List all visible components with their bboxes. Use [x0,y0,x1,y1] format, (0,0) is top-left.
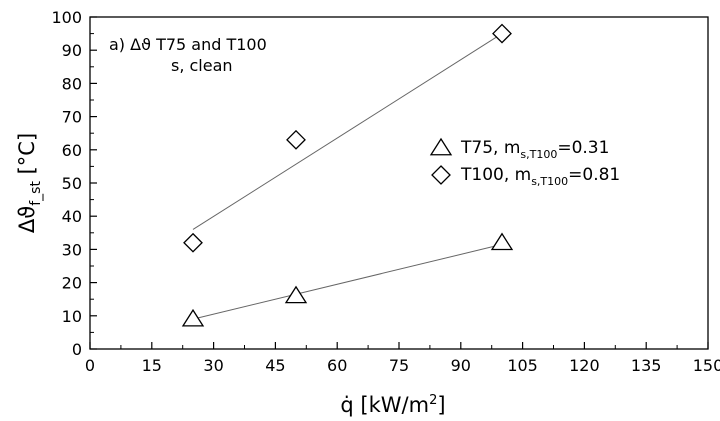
data-point-triangle [181,308,205,327]
x-tick-label: 45 [265,356,285,375]
fit-line-series-0 [192,243,503,320]
y-tick-label: 60 [62,141,82,160]
legend-diamond-icon [431,165,451,185]
y-tick-label: 50 [62,174,82,193]
legend-triangle-icon [429,137,453,156]
data-point-diamond [183,232,203,253]
y-axis: 0 10 20 30 40 50 60 70 80 90 100 [51,8,97,359]
annotation-line-1: a) Δϑ T75 and T100 [109,35,267,54]
data-point-triangle [284,285,308,304]
legend-marker-diamond [431,165,451,185]
data-point-triangle [490,232,514,251]
x-tick-label: 30 [203,356,223,375]
y-axis-title: Δϑf_st [°C] [15,133,44,233]
legend-marker-triangle [429,137,453,156]
x-tick-label: 90 [451,356,471,375]
y-tick-label: 70 [62,108,82,127]
x-axis-title: q̇ [kW/m2] [340,393,445,417]
y-tick-label: 30 [62,240,82,259]
legend: T75, ms,T100=0.31 T100, ms,T100=0.81 [429,137,620,188]
x-tick-label: 15 [142,356,162,375]
x-tick-label: 135 [631,356,662,375]
y-tick-label: 90 [62,41,82,60]
y-tick-label: 100 [51,8,82,27]
x-tick-label: 0 [85,356,95,375]
x-tick-label: 105 [507,356,538,375]
y-tick-label: 80 [62,74,82,93]
y-tick-label: 20 [62,274,82,293]
x-axis: 0 15 30 45 60 75 90 105 120 135 150 [85,342,720,375]
annotation-line-2: s, clean [171,56,233,75]
y-tick-label: 40 [62,207,82,226]
x-tick-label: 150 [693,356,720,375]
data-point-diamond [286,129,306,150]
y-tick-label: 0 [72,340,82,359]
fit-line-series-1 [192,33,503,230]
y-tick-label: 10 [62,307,82,326]
fit-lines [192,33,503,320]
x-tick-label: 120 [569,356,600,375]
x-tick-label: 60 [327,356,347,375]
legend-label-t100: T100, ms,T100=0.81 [460,165,620,188]
data-markers [181,23,514,327]
legend-label-t75: T75, ms,T100=0.31 [460,138,609,161]
x-tick-label: 75 [389,356,409,375]
data-point-diamond [492,23,512,44]
